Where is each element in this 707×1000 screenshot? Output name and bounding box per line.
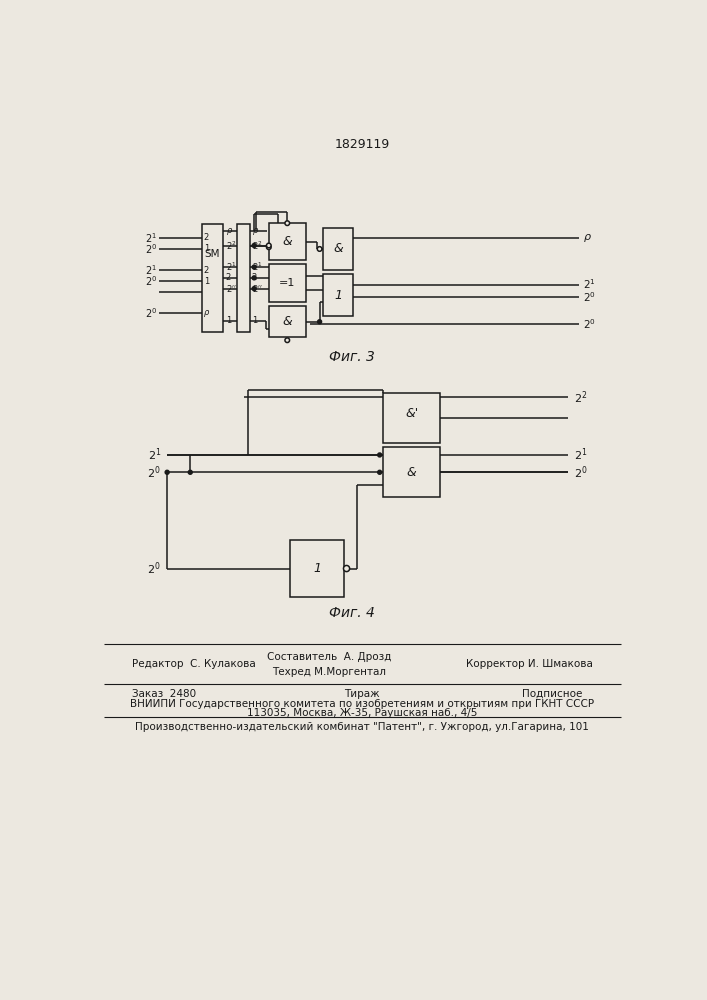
Text: &: & xyxy=(282,315,292,328)
Bar xyxy=(291,540,344,597)
Text: $2^{\prime\prime}$: $2^{\prime\prime}$ xyxy=(252,283,262,294)
Text: Заказ  2480: Заказ 2480 xyxy=(132,689,197,699)
Bar xyxy=(269,223,305,260)
Text: Корректор И. Шмакова: Корректор И. Шмакова xyxy=(466,659,592,669)
Text: 1: 1 xyxy=(226,316,231,325)
Circle shape xyxy=(285,221,290,225)
Text: Тираж: Тираж xyxy=(344,689,380,699)
Bar xyxy=(322,274,354,316)
Bar xyxy=(269,306,305,337)
Circle shape xyxy=(188,470,192,474)
Text: $2^2$: $2^2$ xyxy=(252,239,262,252)
Text: $\rho$: $\rho$ xyxy=(583,232,592,244)
Circle shape xyxy=(317,320,322,324)
Text: SM: SM xyxy=(205,249,221,259)
Text: $2^2$: $2^2$ xyxy=(573,389,587,406)
Text: $2^0$: $2^0$ xyxy=(145,242,157,256)
Text: Составитель  А. Дрозд: Составитель А. Дрозд xyxy=(267,652,391,662)
Circle shape xyxy=(252,244,256,247)
Bar xyxy=(269,264,305,302)
Text: $2^{\prime\prime}$: $2^{\prime\prime}$ xyxy=(226,283,236,294)
Text: $2^0$: $2^0$ xyxy=(145,274,157,288)
Text: Редактор  С. Кулакова: Редактор С. Кулакова xyxy=(132,659,256,669)
Text: 113035, Москва, Ж-35, Раушская наб., 4/5: 113035, Москва, Ж-35, Раушская наб., 4/5 xyxy=(247,708,477,718)
Text: Фиг. 3: Фиг. 3 xyxy=(329,350,375,364)
Circle shape xyxy=(285,338,290,343)
Text: Фиг. 4: Фиг. 4 xyxy=(329,606,375,620)
Text: &': &' xyxy=(405,407,418,420)
Text: $2^0$: $2^0$ xyxy=(148,464,161,481)
Circle shape xyxy=(317,247,322,251)
Text: ВНИИПИ Государственного комитета по изобретениям и открытиям при ГКНТ СССР: ВНИИПИ Государственного комитета по изоб… xyxy=(130,699,594,709)
Circle shape xyxy=(165,470,169,474)
Text: $2^1$: $2^1$ xyxy=(573,447,587,463)
Text: $2^1$: $2^1$ xyxy=(226,261,236,273)
Text: 2: 2 xyxy=(252,273,257,282)
Text: $2^1$: $2^1$ xyxy=(252,261,262,273)
Text: 1: 1 xyxy=(204,244,209,253)
Text: $2^1$: $2^1$ xyxy=(148,447,161,463)
Circle shape xyxy=(252,287,256,291)
Text: 1: 1 xyxy=(252,316,257,325)
Text: $2^1$: $2^1$ xyxy=(145,231,157,245)
Bar xyxy=(322,228,354,270)
Text: 2: 2 xyxy=(204,233,209,242)
Circle shape xyxy=(267,245,271,250)
Text: $\rho$: $\rho$ xyxy=(252,226,259,237)
Text: Подписное: Подписное xyxy=(522,689,583,699)
Text: $2^0$: $2^0$ xyxy=(583,317,596,331)
Text: 1: 1 xyxy=(204,277,209,286)
Circle shape xyxy=(344,565,350,572)
Circle shape xyxy=(267,243,271,248)
Text: $2^0$: $2^0$ xyxy=(148,560,161,577)
Text: Техред М.Моргентал: Техред М.Моргентал xyxy=(272,667,386,677)
Text: $\rho$: $\rho$ xyxy=(203,308,210,319)
Text: 2: 2 xyxy=(226,273,231,282)
Text: 1: 1 xyxy=(313,562,321,575)
Text: $2^0$: $2^0$ xyxy=(583,290,596,304)
Text: $2^2$: $2^2$ xyxy=(226,239,236,252)
Circle shape xyxy=(378,470,382,474)
Text: &: & xyxy=(282,235,292,248)
Text: $2^1$: $2^1$ xyxy=(145,263,157,277)
Text: $\rho$: $\rho$ xyxy=(226,226,233,237)
Bar xyxy=(238,224,250,332)
Text: $2^0$: $2^0$ xyxy=(145,307,157,320)
Text: 2: 2 xyxy=(204,266,209,275)
Bar xyxy=(382,447,440,497)
Text: $2^1$: $2^1$ xyxy=(583,278,595,291)
Bar xyxy=(382,393,440,443)
Text: &: & xyxy=(407,466,416,479)
Circle shape xyxy=(252,265,256,269)
Circle shape xyxy=(378,453,382,457)
Text: 1829119: 1829119 xyxy=(334,138,390,151)
Text: $2^0$: $2^0$ xyxy=(573,464,588,481)
Text: Производственно-издательский комбинат "Патент", г. Ужгород, ул.Гагарина, 101: Производственно-издательский комбинат "П… xyxy=(135,722,589,732)
Circle shape xyxy=(252,276,256,280)
Text: &: & xyxy=(333,242,343,255)
Text: 1: 1 xyxy=(334,289,342,302)
Text: =1: =1 xyxy=(279,278,296,288)
Bar xyxy=(201,224,223,332)
